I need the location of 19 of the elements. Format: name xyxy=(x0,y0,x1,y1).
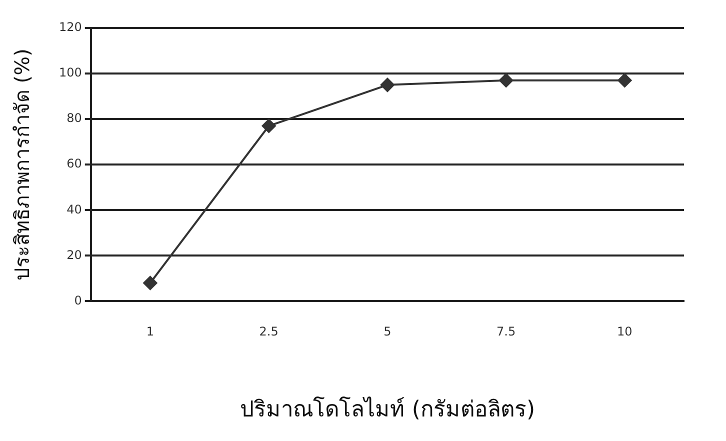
point xyxy=(499,73,514,88)
y-tick-label: 80 xyxy=(66,111,82,126)
y-tick-label: 100 xyxy=(59,66,82,80)
point xyxy=(618,73,632,88)
point xyxy=(380,78,394,92)
y-tick-label: 60 xyxy=(66,156,82,171)
y-tick-label: 20 xyxy=(66,248,82,262)
y-axis-title: ประสิทธิภาพการกำจัด (%) xyxy=(10,48,34,281)
y-tick-label: 120 xyxy=(59,20,82,34)
x-tick-label: 7.5 xyxy=(496,324,516,339)
point xyxy=(143,276,158,290)
x-tick-label: 2.5 xyxy=(259,324,278,339)
x-axis-title: ปริมาณโดโลไมท์ (กรัมต่อลิตร) xyxy=(240,396,536,423)
y-tick-label: 0 xyxy=(74,293,82,308)
point xyxy=(262,118,276,133)
x-tick-label: 10 xyxy=(617,324,632,339)
x-tick-label: 5 xyxy=(384,324,392,339)
y-tick-label: 40 xyxy=(66,202,82,216)
x-tick-label: 1 xyxy=(146,324,154,339)
